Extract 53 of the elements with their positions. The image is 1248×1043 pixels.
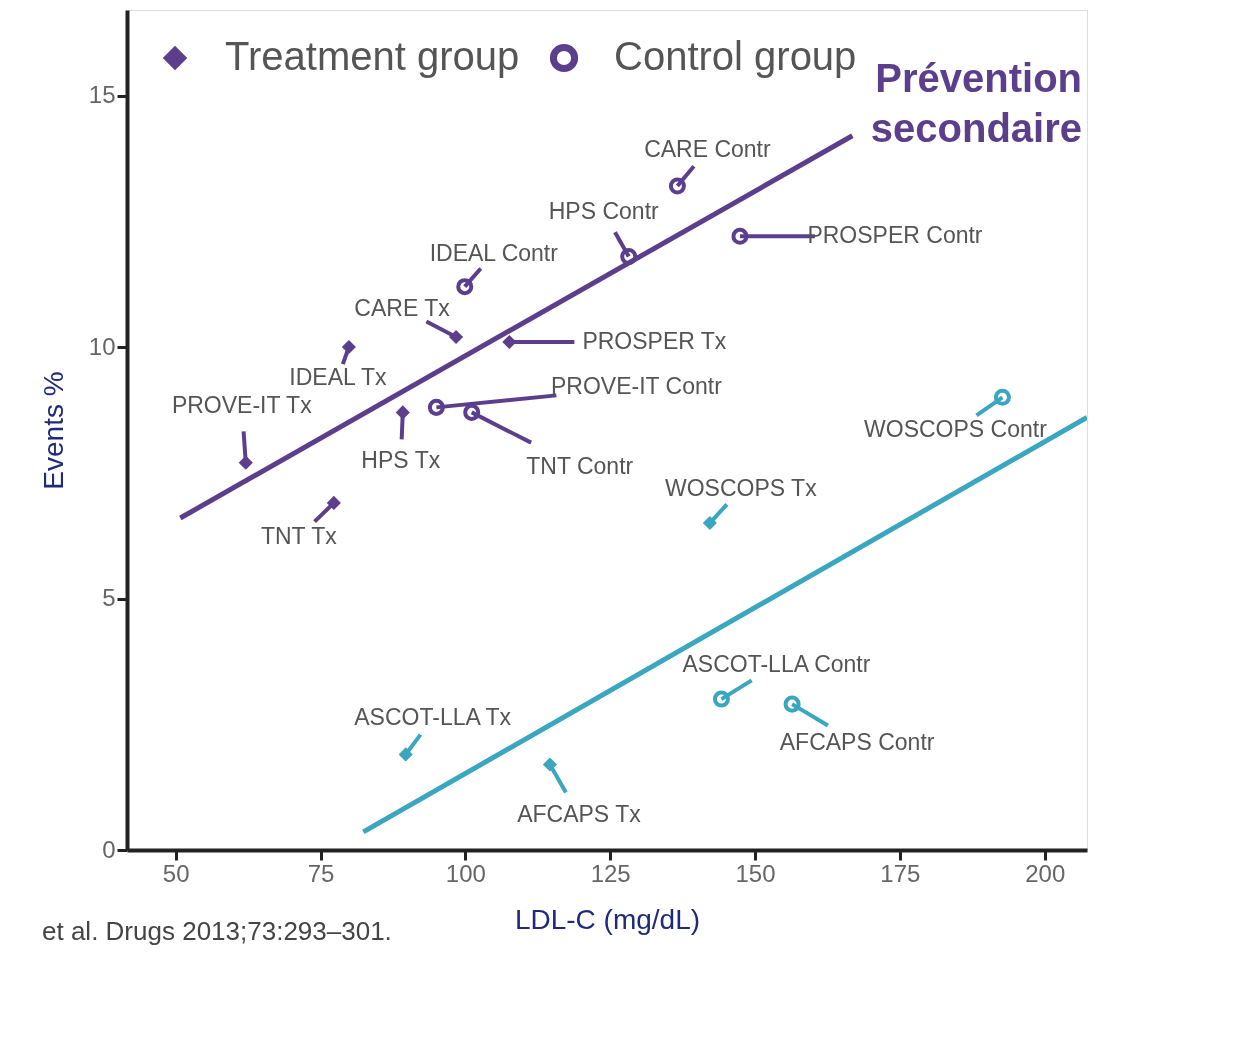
data-label: AFCAPS Contr [779,729,935,756]
y-tick-label: 5 [102,584,116,611]
data-label: PROSPER Contr [807,222,983,249]
data-label: WOSCOPS Tx [665,475,818,502]
x-tick-label: 175 [880,859,921,887]
data-label: AFCAPS Tx [517,801,642,828]
annotation: Prévention secondaire [870,56,1082,150]
point [712,690,730,708]
point [341,339,356,355]
data-label: ASCOT-LLA Tx [354,704,512,731]
x-tick-label: 125 [590,859,631,887]
point [463,403,481,421]
point [668,177,686,195]
data-label: ASCOT-LLA Contr [682,651,871,678]
data-label: PROVE-IT Contr [550,373,723,400]
point [993,388,1011,406]
y-tick-label: 15 [88,81,116,109]
y-axis-title: Events % [37,371,69,490]
legend-label: Treatment group [225,34,520,78]
data-label: HPS Tx [361,447,441,474]
x-tick-label: 150 [735,859,776,887]
point [620,247,638,265]
data-label: HPS Contr [548,198,660,225]
x-axis-title: LDL-C (mg/dL) [514,903,701,935]
data-label: WOSCOPS Contr [864,416,1048,443]
data-label: IDEAL Tx [289,364,387,391]
point [427,398,445,416]
x-tick-label: 50 [162,859,190,887]
x-tick-label: 75 [307,859,335,887]
point [502,334,517,350]
point [783,695,801,713]
data-label: TNT Tx [260,522,338,549]
point [326,495,341,511]
point [238,455,253,470]
y-tick-label: 0 [102,835,116,863]
point [702,515,717,531]
data-label: TNT Contr [526,453,634,480]
data-label: PROSPER Tx [582,327,727,354]
point [449,329,464,345]
x-tick-label: 200 [1025,859,1066,887]
data-label: PROVE-IT Tx [171,391,313,418]
data-label: IDEAL Contr [429,239,559,266]
data-label: CARE Contr [644,136,771,163]
point [731,227,749,245]
data-label: CARE Tx [354,294,451,321]
x-tick-label: 100 [445,859,486,887]
point [398,747,413,762]
y-tick-label: 10 [88,332,116,360]
point [456,278,474,296]
point [395,405,410,420]
text: et al. Drugs 2013;73:293–301. [42,916,392,946]
legend-label: Control group [614,34,857,78]
point [542,757,557,772]
